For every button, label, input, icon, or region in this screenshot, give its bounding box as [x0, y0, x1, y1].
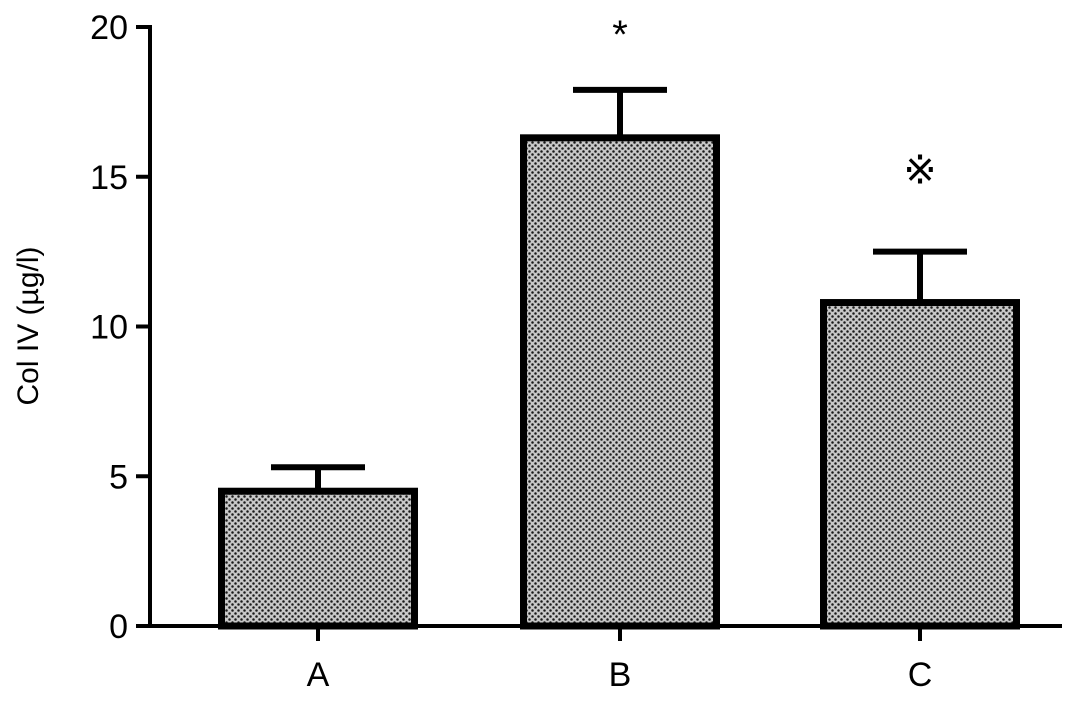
x-tick-label: C — [908, 656, 933, 694]
y-tick-label: 0 — [109, 608, 128, 646]
significance-marker: * — [612, 13, 628, 57]
bars — [218, 86, 1020, 630]
labels: 0 5 10 15 20 A B * C ※ — [90, 9, 937, 694]
significance-marker: ※ — [903, 149, 937, 193]
bar — [218, 487, 418, 630]
x-tick-label: A — [307, 656, 330, 694]
y-axis-label: Col IV (µg/l) — [12, 247, 45, 406]
bar — [520, 134, 720, 630]
y-tick-label: 10 — [90, 309, 128, 347]
x-tick-label: B — [609, 656, 632, 694]
y-tick-label: 5 — [109, 458, 128, 496]
y-tick-label: 20 — [90, 9, 128, 47]
y-tick-label: 15 — [90, 159, 128, 197]
bar — [820, 299, 1020, 630]
